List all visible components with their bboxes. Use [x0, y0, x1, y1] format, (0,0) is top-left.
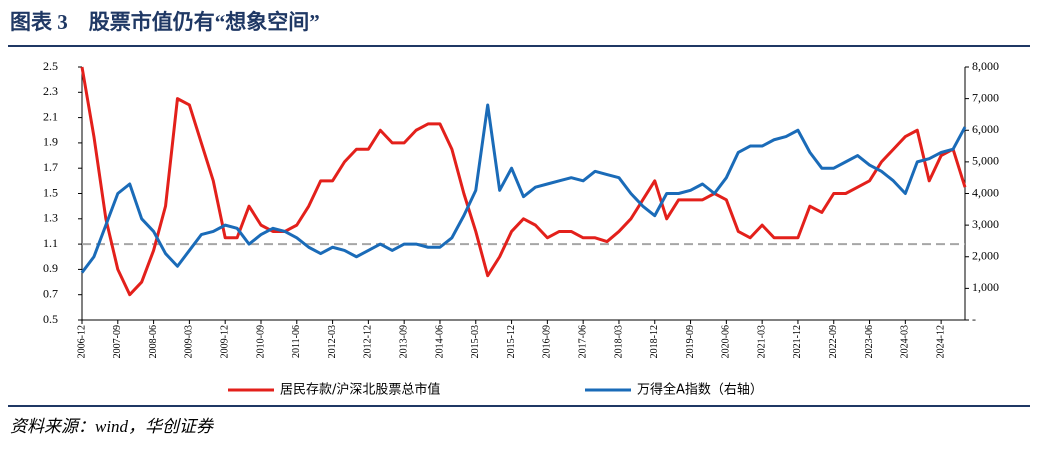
y-tick-label: 2.3 — [43, 84, 58, 98]
y-tick-label: 1.1 — [43, 236, 58, 250]
y-tick-label: 0.7 — [43, 286, 58, 300]
y-tick-label: 0.9 — [43, 261, 58, 275]
legend-label: 万得全A指数（右轴） — [637, 382, 763, 398]
y-tick-label: 2.5 — [43, 59, 58, 73]
x-tick-label: 2009-03 — [184, 325, 195, 358]
x-tick-label: 2010-09 — [255, 325, 266, 358]
x-tick-label: 2006-12 — [76, 325, 87, 358]
y2-tick-label: 4,000 — [972, 185, 999, 199]
x-tick-label: 2013-09 — [398, 325, 409, 358]
legend-label: 居民存款/沪深北股票总市值 — [280, 382, 440, 398]
x-tick-label: 2022-09 — [828, 325, 839, 358]
x-tick-label: 2024-12 — [935, 325, 946, 358]
y2-tick-label: 5,000 — [972, 154, 999, 168]
x-tick-label: 2018-03 — [613, 325, 624, 358]
x-tick-label: 2023-06 — [864, 325, 875, 358]
x-tick-label: 2007-09 — [112, 325, 123, 358]
y-tick-label: 1.9 — [43, 135, 58, 149]
y-tick-label: 0.5 — [43, 312, 58, 326]
y2-tick-label: 3,000 — [972, 217, 999, 231]
x-tick-label: 2014-06 — [434, 325, 445, 358]
x-tick-label: 2021-03 — [756, 325, 767, 358]
x-tick-label: 2019-09 — [685, 325, 696, 358]
x-tick-label: 2008-06 — [148, 325, 159, 358]
y2-tick-label: 2,000 — [972, 249, 999, 263]
y2-tick-label: 7,000 — [972, 90, 999, 104]
x-tick-label: 2021-12 — [792, 325, 803, 358]
y2-tick-label: 8,000 — [972, 59, 999, 73]
y-tick-label: 1.7 — [43, 160, 58, 174]
x-tick-label: 2016-09 — [542, 325, 553, 358]
y-tick-label: 2.1 — [43, 109, 58, 123]
y2-tick-label: - — [972, 312, 976, 326]
x-tick-label: 2017-06 — [577, 325, 588, 358]
y2-tick-label: 6,000 — [972, 122, 999, 136]
y-tick-label: 1.3 — [43, 211, 58, 225]
x-tick-label: 2015-03 — [470, 325, 481, 358]
x-tick-label: 2011-06 — [291, 325, 302, 358]
y-tick-label: 1.5 — [43, 185, 58, 199]
x-tick-label: 2020-06 — [721, 325, 732, 358]
x-tick-label: 2009-12 — [219, 325, 230, 358]
series-line — [80, 103, 967, 274]
series-line — [80, 66, 967, 297]
chart-title: 图表 3 股票市值仍有“想象空间” — [10, 10, 320, 34]
source: 资料来源：wind，华创证券 — [10, 417, 215, 436]
x-tick-label: 2024-03 — [900, 325, 911, 358]
y2-tick-label: 1,000 — [972, 280, 999, 294]
x-tick-label: 2018-12 — [649, 325, 660, 358]
x-tick-label: 2012-03 — [327, 325, 338, 358]
x-tick-label: 2012-12 — [363, 325, 374, 358]
x-tick-label: 2015-12 — [506, 325, 517, 358]
